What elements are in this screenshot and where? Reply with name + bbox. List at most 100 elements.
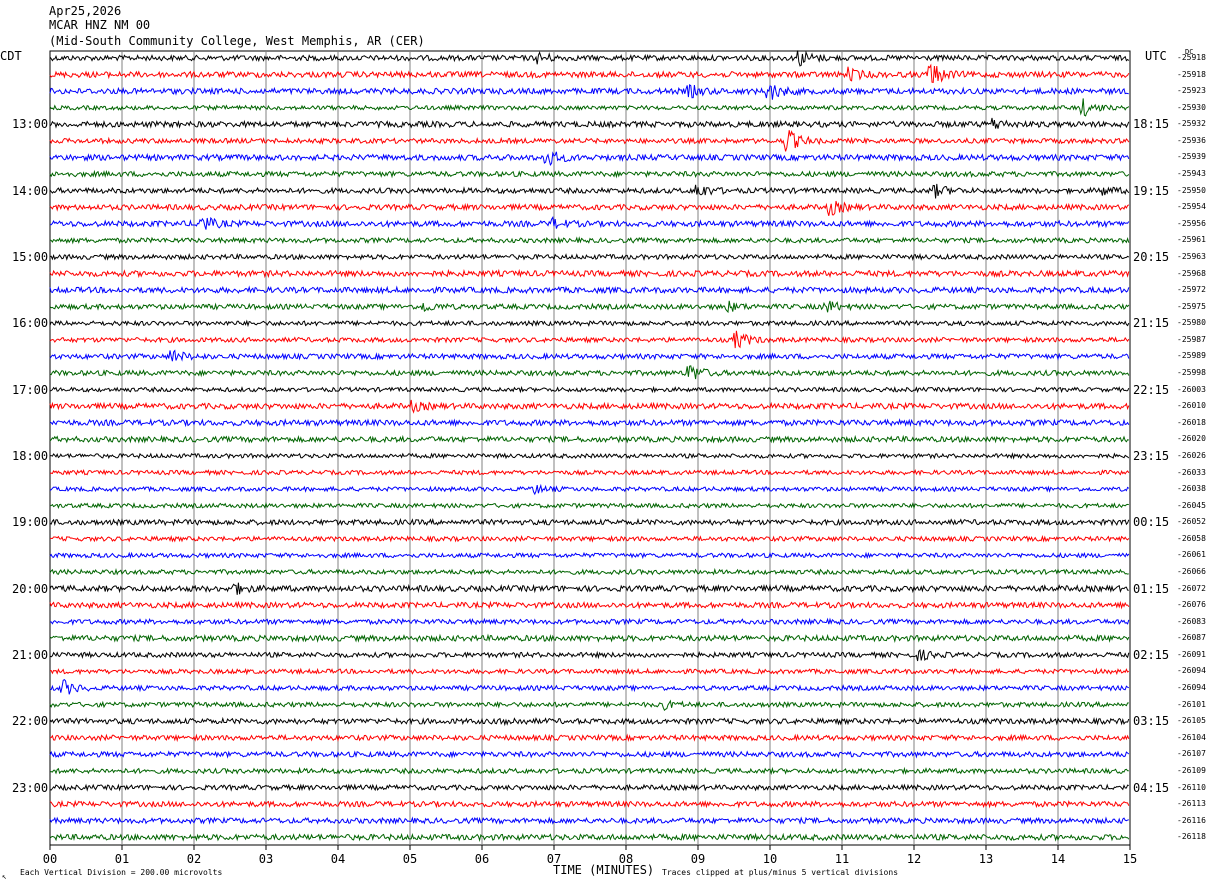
dc-offset-label: -25943 [1177,169,1206,179]
seismic-trace [49,319,1130,328]
seismic-trace [49,183,1130,199]
dc-offset-label: -25956 [1177,218,1206,228]
seismic-trace [49,832,1130,842]
utc-hour-label: 01:15 [1133,581,1170,596]
x-tick-label: 10 [762,852,778,866]
dc-offset-label: -25975 [1177,301,1206,311]
seismic-trace [49,567,1129,576]
station-header: MCAR HNZ NM 00 [49,18,151,32]
utc-hour-label: 23:15 [1133,448,1170,463]
seismic-trace [49,151,1130,167]
seismic-trace [49,452,1130,460]
dc-offset-label: -26109 [1177,765,1206,775]
seismic-trace [49,716,1130,727]
seismic-trace [49,418,1130,428]
dc-offset-label: -26094 [1177,666,1206,676]
cdt-hour-label: 19:00 [12,515,49,530]
cdt-hour-label: 22:00 [12,714,49,729]
dc-offset-label: -26076 [1177,600,1206,610]
x-tick-label: 12 [906,852,922,866]
right-timezone-label: UTC [1145,49,1167,63]
x-tick-label: 04 [330,852,346,866]
utc-hour-label: 21:15 [1133,316,1170,331]
seismic-trace [49,63,1130,83]
seismic-trace [49,501,1129,510]
seismic-trace [49,268,1130,279]
seismic-trace [49,617,1130,626]
dc-offset-label: -26061 [1177,550,1206,560]
left-timezone-label: CDT [0,49,22,63]
clip-note: Traces clipped at plus/minus 5 vertical … [662,868,899,877]
seismic-trace [49,98,1130,117]
dc-offset-label: -26113 [1177,799,1206,809]
dc-offset-label: -25918 [1177,69,1206,79]
dc-offset-label: -26010 [1177,401,1206,411]
x-tick-label: 15 [1122,852,1138,866]
dc-offset-label: -25932 [1177,119,1206,129]
dc-offset-label: -26118 [1177,832,1206,842]
x-tick-label: 13 [978,852,994,866]
x-tick-label: 00 [42,852,58,866]
seismic-trace [49,130,1130,152]
cdt-hour-label: 21:00 [12,647,49,662]
scale-note: Each Vertical Division = 200.00 microvol… [20,868,223,877]
date-header: Apr25,2026 [49,4,122,18]
x-tick-label: 14 [1050,852,1066,866]
seismic-trace [49,252,1130,262]
dc-offset-label: -26087 [1177,633,1206,643]
dc-offset-label: -26116 [1177,815,1206,825]
dc-offset-label: -25939 [1177,152,1206,162]
dc-offset-label: -26083 [1177,616,1206,626]
seismic-trace [49,300,1130,314]
x-tick-label: 06 [474,852,490,866]
seismic-trace [49,733,1130,743]
seismic-trace [49,216,1130,230]
location-header: (Mid-South Community College, West Memph… [49,34,425,48]
dc-offset-label: -26101 [1177,699,1206,709]
dc-offset-label: -25950 [1177,185,1206,195]
dc-offset-label: -26091 [1177,649,1206,659]
dc-offset-label: -25998 [1177,368,1206,378]
seismic-trace [49,816,1129,825]
cursor-icon: ↖ [2,872,7,881]
dc-offset-label: -25918 [1177,53,1206,62]
dc-offset-label: -26018 [1177,417,1206,427]
dc-offset-label: -25930 [1177,102,1206,112]
seismic-trace [49,399,1130,414]
seismic-trace [49,783,1129,792]
utc-hour-label: 00:15 [1133,515,1170,530]
cdt-hour-label: 13:00 [12,117,49,132]
seismic-trace [49,169,1130,179]
dc-offset-label: -26020 [1177,434,1206,444]
x-tick-label: 02 [186,852,202,866]
cdt-hour-label: 14:00 [12,183,49,198]
seismic-trace [49,633,1130,643]
seismic-trace [49,551,1130,560]
dc-offset-label: -25972 [1177,285,1206,295]
cdt-hour-label: 15:00 [12,249,49,264]
x-tick-label: 09 [690,852,706,866]
dc-offset-label: -25989 [1177,351,1206,361]
seismic-trace [49,766,1129,776]
seismic-trace [49,385,1130,394]
seismic-trace [49,236,1130,245]
dc-offset-label: -26110 [1177,782,1206,792]
x-tick-label: 08 [618,852,634,866]
utc-hour-label: 19:15 [1133,183,1170,198]
dc-offset-label: -26072 [1177,583,1206,593]
seismic-trace [49,483,1130,496]
seismic-trace [49,582,1129,595]
seismic-trace [49,117,1130,130]
plot-frame [49,50,1131,846]
cdt-hour-label: 17:00 [12,382,49,397]
dc-offset-label: -25936 [1177,135,1206,145]
x-tick-label: 11 [834,852,850,866]
seismic-trace [49,365,1130,380]
dc-offset-label: -25968 [1177,268,1206,278]
dc-offset-label: -26033 [1177,467,1206,477]
cdt-hour-label: 23:00 [12,780,49,795]
x-tick-label: 07 [546,852,562,866]
x-tick-label: 03 [258,852,274,866]
dc-offset-label: -25987 [1177,334,1206,344]
seismic-trace [49,468,1130,477]
